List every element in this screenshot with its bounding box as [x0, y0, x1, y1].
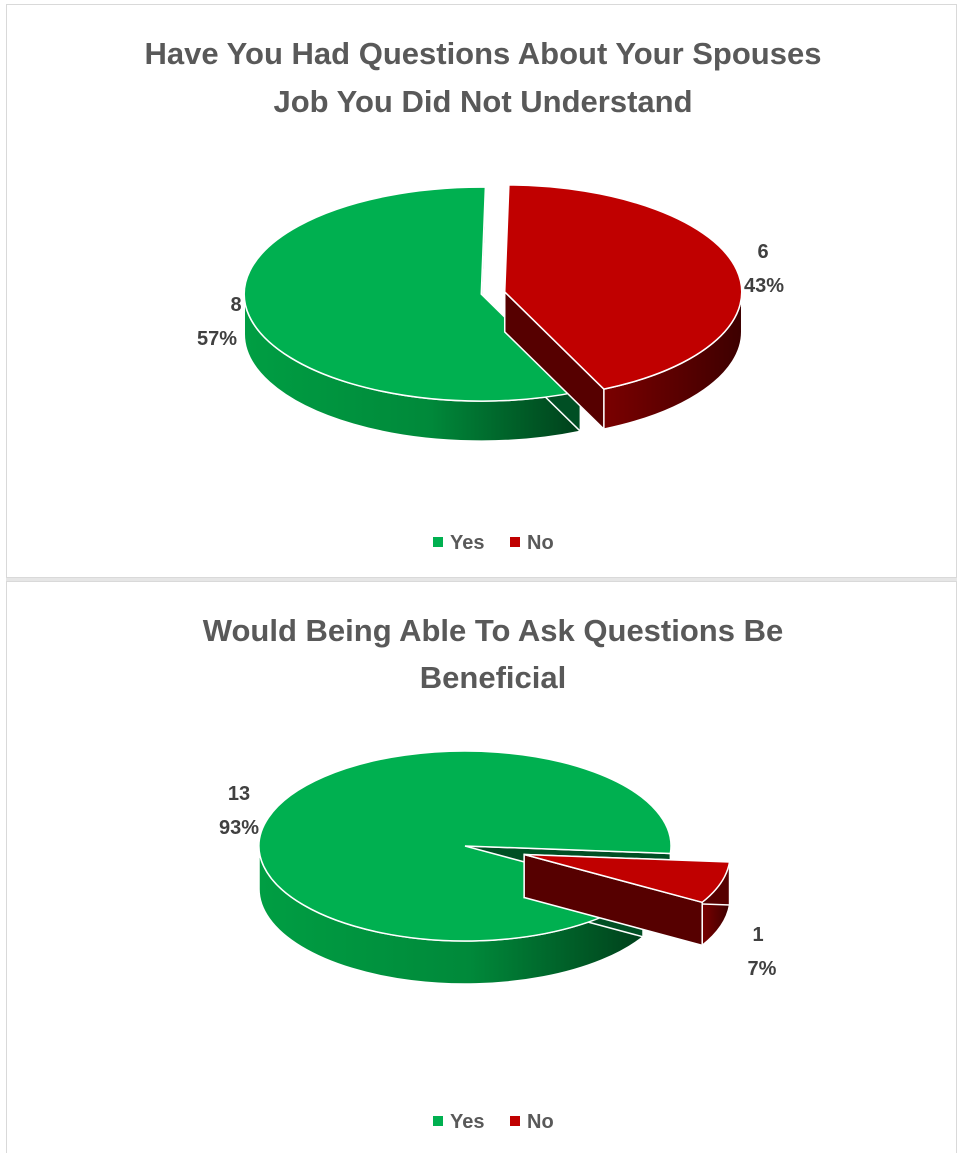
chart-title-line-1: Would Being Able To Ask Questions Be	[203, 613, 783, 648]
chart-title-line-1: Have You Had Questions About Your Spouse…	[145, 36, 822, 71]
legend-label-yes: Yes	[450, 1111, 484, 1133]
data-label-no-percent: 43%	[744, 275, 784, 297]
data-label-no: 6 43%	[744, 241, 784, 297]
legend-swatch-yes	[433, 1116, 443, 1126]
legend: Yes No	[433, 532, 554, 554]
legend-label-yes: Yes	[450, 532, 484, 554]
legend-swatch-no	[510, 537, 520, 547]
slice-top-no	[503, 184, 743, 390]
data-label-no: 1 7%	[748, 924, 777, 980]
data-label-yes-percent: 93%	[219, 817, 259, 839]
pie-chart-2: Would Being Able To Ask Questions Be Ben…	[203, 613, 783, 1133]
chart-title: Have You Had Questions About Your Spouse…	[145, 36, 822, 119]
data-label-yes-percent: 57%	[197, 328, 237, 350]
data-label-yes: 13 93%	[219, 783, 259, 839]
pie-slice-no	[523, 853, 731, 947]
slice-top-yes	[243, 186, 582, 402]
data-label-no-percent: 7%	[748, 958, 777, 980]
legend-label-no: No	[527, 532, 554, 554]
pie-slices	[258, 750, 731, 985]
chart-title: Would Being Able To Ask Questions Be Ben…	[203, 613, 783, 695]
pie-slices	[243, 184, 743, 442]
pie-chart-1: Have You Had Questions About Your Spouse…	[145, 36, 822, 554]
data-label-yes: 8 57%	[197, 294, 242, 350]
pie-slice-no	[503, 184, 743, 431]
legend: Yes No	[433, 1111, 554, 1133]
legend-label-no: No	[527, 1111, 554, 1133]
data-label-no-value: 1	[752, 924, 763, 946]
chart-panel-2: Would Being Able To Ask Questions Be Ben…	[6, 581, 957, 1153]
slice-top-no	[523, 853, 731, 904]
data-label-yes-value: 13	[228, 783, 250, 805]
chart-title-line-2: Beneficial	[420, 660, 566, 695]
legend-swatch-no	[510, 1116, 520, 1126]
data-label-yes-value: 8	[230, 294, 241, 316]
panel-divider	[6, 578, 957, 581]
chart-panel-1: Have You Had Questions About Your Spouse…	[6, 4, 957, 578]
legend-swatch-yes	[433, 537, 443, 547]
data-label-no-value: 6	[757, 241, 768, 263]
chart-title-line-2: Job You Did Not Understand	[273, 84, 692, 119]
